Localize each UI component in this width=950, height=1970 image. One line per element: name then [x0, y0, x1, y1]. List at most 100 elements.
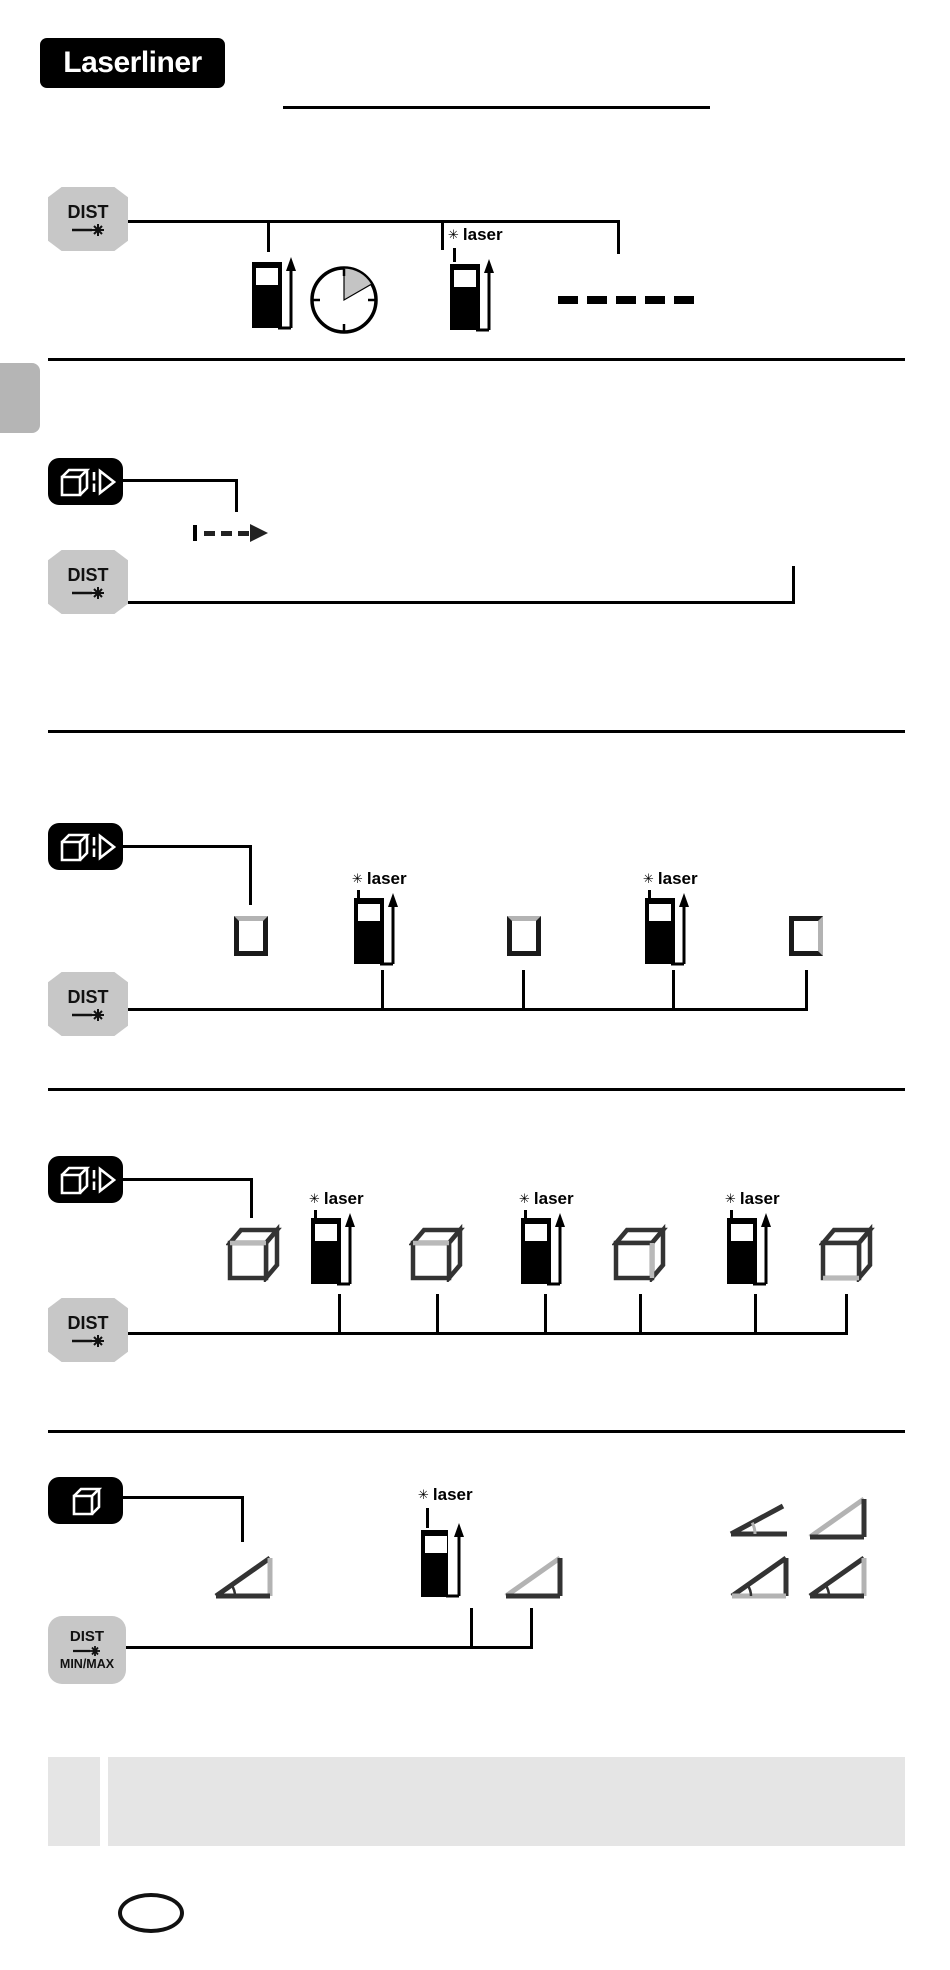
- laser-beam-arrow-icon: [337, 1213, 355, 1286]
- dashed-line-icon: [674, 296, 694, 304]
- laser-beam-arrow-icon: [380, 893, 398, 966]
- laser-beam-arrow-icon: [547, 1213, 565, 1286]
- laser-asterisk-icon: ✳: [643, 871, 654, 886]
- wire-s4-drop: [250, 1178, 253, 1218]
- dashed-line-icon: [616, 296, 636, 304]
- laser-asterisk-icon: ✳: [448, 227, 459, 242]
- device-screen: [525, 1224, 547, 1241]
- dist-laser-button: DIST: [48, 1298, 128, 1362]
- mode-cube-arrow-button: [48, 1156, 123, 1203]
- cube-target-icon: [819, 1224, 875, 1282]
- dist-button-label: DIST: [67, 564, 109, 585]
- dashed-arrow-icon: [204, 531, 215, 536]
- device-screen: [358, 904, 380, 921]
- wire-s5-long: [126, 1646, 533, 1649]
- laser-beam-arrow-icon: [446, 1523, 464, 1598]
- wire-s2-long: [128, 601, 795, 604]
- logo-text: Laserliner: [63, 46, 202, 79]
- distance-device-icon: [450, 264, 480, 330]
- laser-label-tick: [648, 890, 651, 898]
- wire-s5-drop: [241, 1496, 244, 1542]
- angle-variant-icon: [730, 1555, 789, 1599]
- laser-beam-arrow-icon: [753, 1213, 771, 1286]
- wire-s4-tick: [845, 1294, 848, 1332]
- laser-label: ✳ laser: [448, 225, 503, 244]
- wire-s4-tick: [754, 1294, 757, 1332]
- wire-s4-tick: [338, 1294, 341, 1332]
- cube-arrow-display-icon: [60, 467, 116, 496]
- dashed-arrow-icon: [238, 531, 249, 536]
- mode-cube-arrow-button: [48, 823, 123, 870]
- wire-s1-drop1: [267, 220, 270, 252]
- header-rule: [283, 106, 710, 109]
- dashed-line-icon: [558, 296, 578, 304]
- laser-beam-glyph: [72, 586, 104, 599]
- page-oval: [118, 1893, 184, 1933]
- wire-s2: [123, 479, 238, 482]
- wire-s3-drop: [249, 845, 252, 905]
- dashed-line-icon: [645, 296, 665, 304]
- dashed-arrow-head-icon: [250, 524, 268, 542]
- wire-s4-tick: [639, 1294, 642, 1332]
- wire-s4-tick: [544, 1294, 547, 1332]
- dist-laser-button: DIST: [48, 550, 128, 614]
- laser-label-tick: [730, 1210, 733, 1218]
- cube-arrow-display-icon: [60, 1165, 116, 1194]
- cube-display-icon: [72, 1487, 102, 1515]
- laser-beam-arrow-icon: [476, 259, 494, 332]
- laser-label: ✳ laser: [352, 869, 407, 888]
- device-screen: [649, 904, 671, 921]
- distance-device-icon: [727, 1218, 757, 1284]
- wire-s3-tick: [672, 970, 675, 1008]
- dist-button-label: DIST: [67, 1312, 109, 1333]
- mode-cube-button: [48, 1477, 123, 1524]
- wire-s5: [123, 1496, 244, 1499]
- laser-beam-glyph: [72, 1334, 104, 1347]
- distance-device-icon: [354, 898, 384, 964]
- cube-target-icon: [612, 1224, 668, 1282]
- timer-clock-icon: [310, 266, 378, 334]
- laser-asterisk-icon: ✳: [725, 1191, 736, 1206]
- laser-label: ✳ laser: [643, 869, 698, 888]
- laserliner-logo: Laserliner: [40, 38, 225, 88]
- cube-arrow-display-icon: [60, 832, 116, 861]
- distance-device-icon: [421, 1530, 448, 1597]
- wire-s1-drop2: [441, 220, 444, 250]
- triangle-target-icon: [504, 1555, 563, 1599]
- square-target-icon: [507, 916, 541, 956]
- laser-asterisk-icon: ✳: [352, 871, 363, 886]
- distance-device-icon: [252, 262, 282, 328]
- angle-variant-icon: [808, 1496, 867, 1540]
- wire-s1: [128, 220, 620, 223]
- laser-label: ✳ laser: [309, 1189, 364, 1208]
- dist-button-label: DIST: [69, 1628, 105, 1645]
- note-box-marker: [48, 1757, 100, 1846]
- laser-label-tick: [357, 890, 360, 898]
- wire-s3-tick: [381, 970, 384, 1008]
- device-screen: [731, 1224, 753, 1241]
- note-box: [108, 1757, 905, 1846]
- dist-laser-button: DIST: [48, 187, 128, 251]
- device-screen: [256, 268, 278, 285]
- triangle-target-icon: [214, 1555, 273, 1599]
- laser-label-tick: [314, 1210, 317, 1218]
- wire-s1-drop3: [617, 220, 620, 254]
- dashed-line-icon: [587, 296, 607, 304]
- laser-beam-glyph: [72, 223, 104, 236]
- wire-s4-long: [128, 1332, 848, 1335]
- wire-s2-up-stub: [792, 566, 795, 604]
- laser-beam-arrow-icon: [671, 893, 689, 966]
- laser-label: ✳ laser: [725, 1189, 780, 1208]
- cube-target-icon: [226, 1224, 282, 1282]
- wire-s2-drop: [235, 479, 238, 512]
- distance-device-icon: [521, 1218, 551, 1284]
- wire-s4: [123, 1178, 253, 1181]
- wire-s3-tick: [805, 970, 808, 1008]
- laser-beam-glyph: [73, 1646, 100, 1656]
- laser-beam-glyph: [72, 1008, 104, 1021]
- wire-s3-long: [128, 1008, 808, 1011]
- section-divider: [48, 730, 905, 733]
- square-target-icon: [234, 916, 268, 956]
- device-screen: [454, 270, 476, 287]
